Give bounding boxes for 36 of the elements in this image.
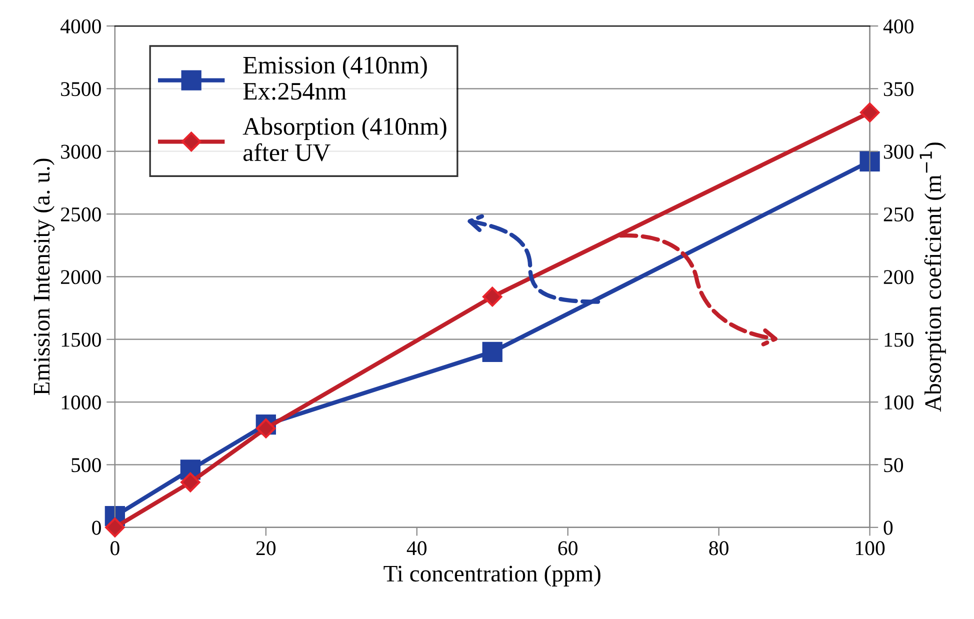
y-tick-label: 3500 [61,82,101,96]
y2-tick-label: 150 [884,332,914,347]
y-tick-label: 500 [72,458,101,472]
y-tick-label: 1500 [62,332,101,347]
point [482,342,502,362]
point [860,102,880,122]
y2-tick-label: 100 [884,395,914,410]
legend-label: Emission (410nm) Ex:254nm [243,56,427,100]
y-tick-label: 1000 [62,395,101,410]
x-tick-label: 80 [709,541,728,556]
y2-tick-label: 200 [884,270,914,284]
y-tick-label: 2000 [60,270,101,284]
y2-tick-label: 0 [884,520,893,535]
point [860,151,880,172]
point [105,518,125,538]
x-tick-label: 20 [256,541,276,556]
x-tick-label: 60 [558,541,578,556]
y-tick-label: 2500 [60,207,101,222]
y2-tick-label: 300 [884,144,914,159]
y-tick-label: 4000 [60,19,101,34]
y-axis-title: Emission Intensity (a. u.) [33,158,55,396]
point [482,286,502,307]
x-tick-label: 40 [406,541,426,556]
y2-tick-label: 250 [884,207,914,222]
x-tick-label: 100 [856,541,885,556]
y2-axis-title: Absorption coeficient (m$^{−1}$) [920,142,946,412]
point [256,418,276,438]
x-tick-label: 0 [110,541,120,556]
x-axis-title: Ti concentration (ppm) [384,565,600,586]
y2-tick-label: 400 [883,19,914,34]
y2-tick-label: 50 [884,458,904,472]
y-tick-label: 3000 [61,144,101,159]
point [180,472,200,492]
y2-tick-label: 350 [884,82,914,96]
y-tick-label: 0 [92,520,101,535]
legend-label: Absorption (410nm) after UV [242,117,446,162]
